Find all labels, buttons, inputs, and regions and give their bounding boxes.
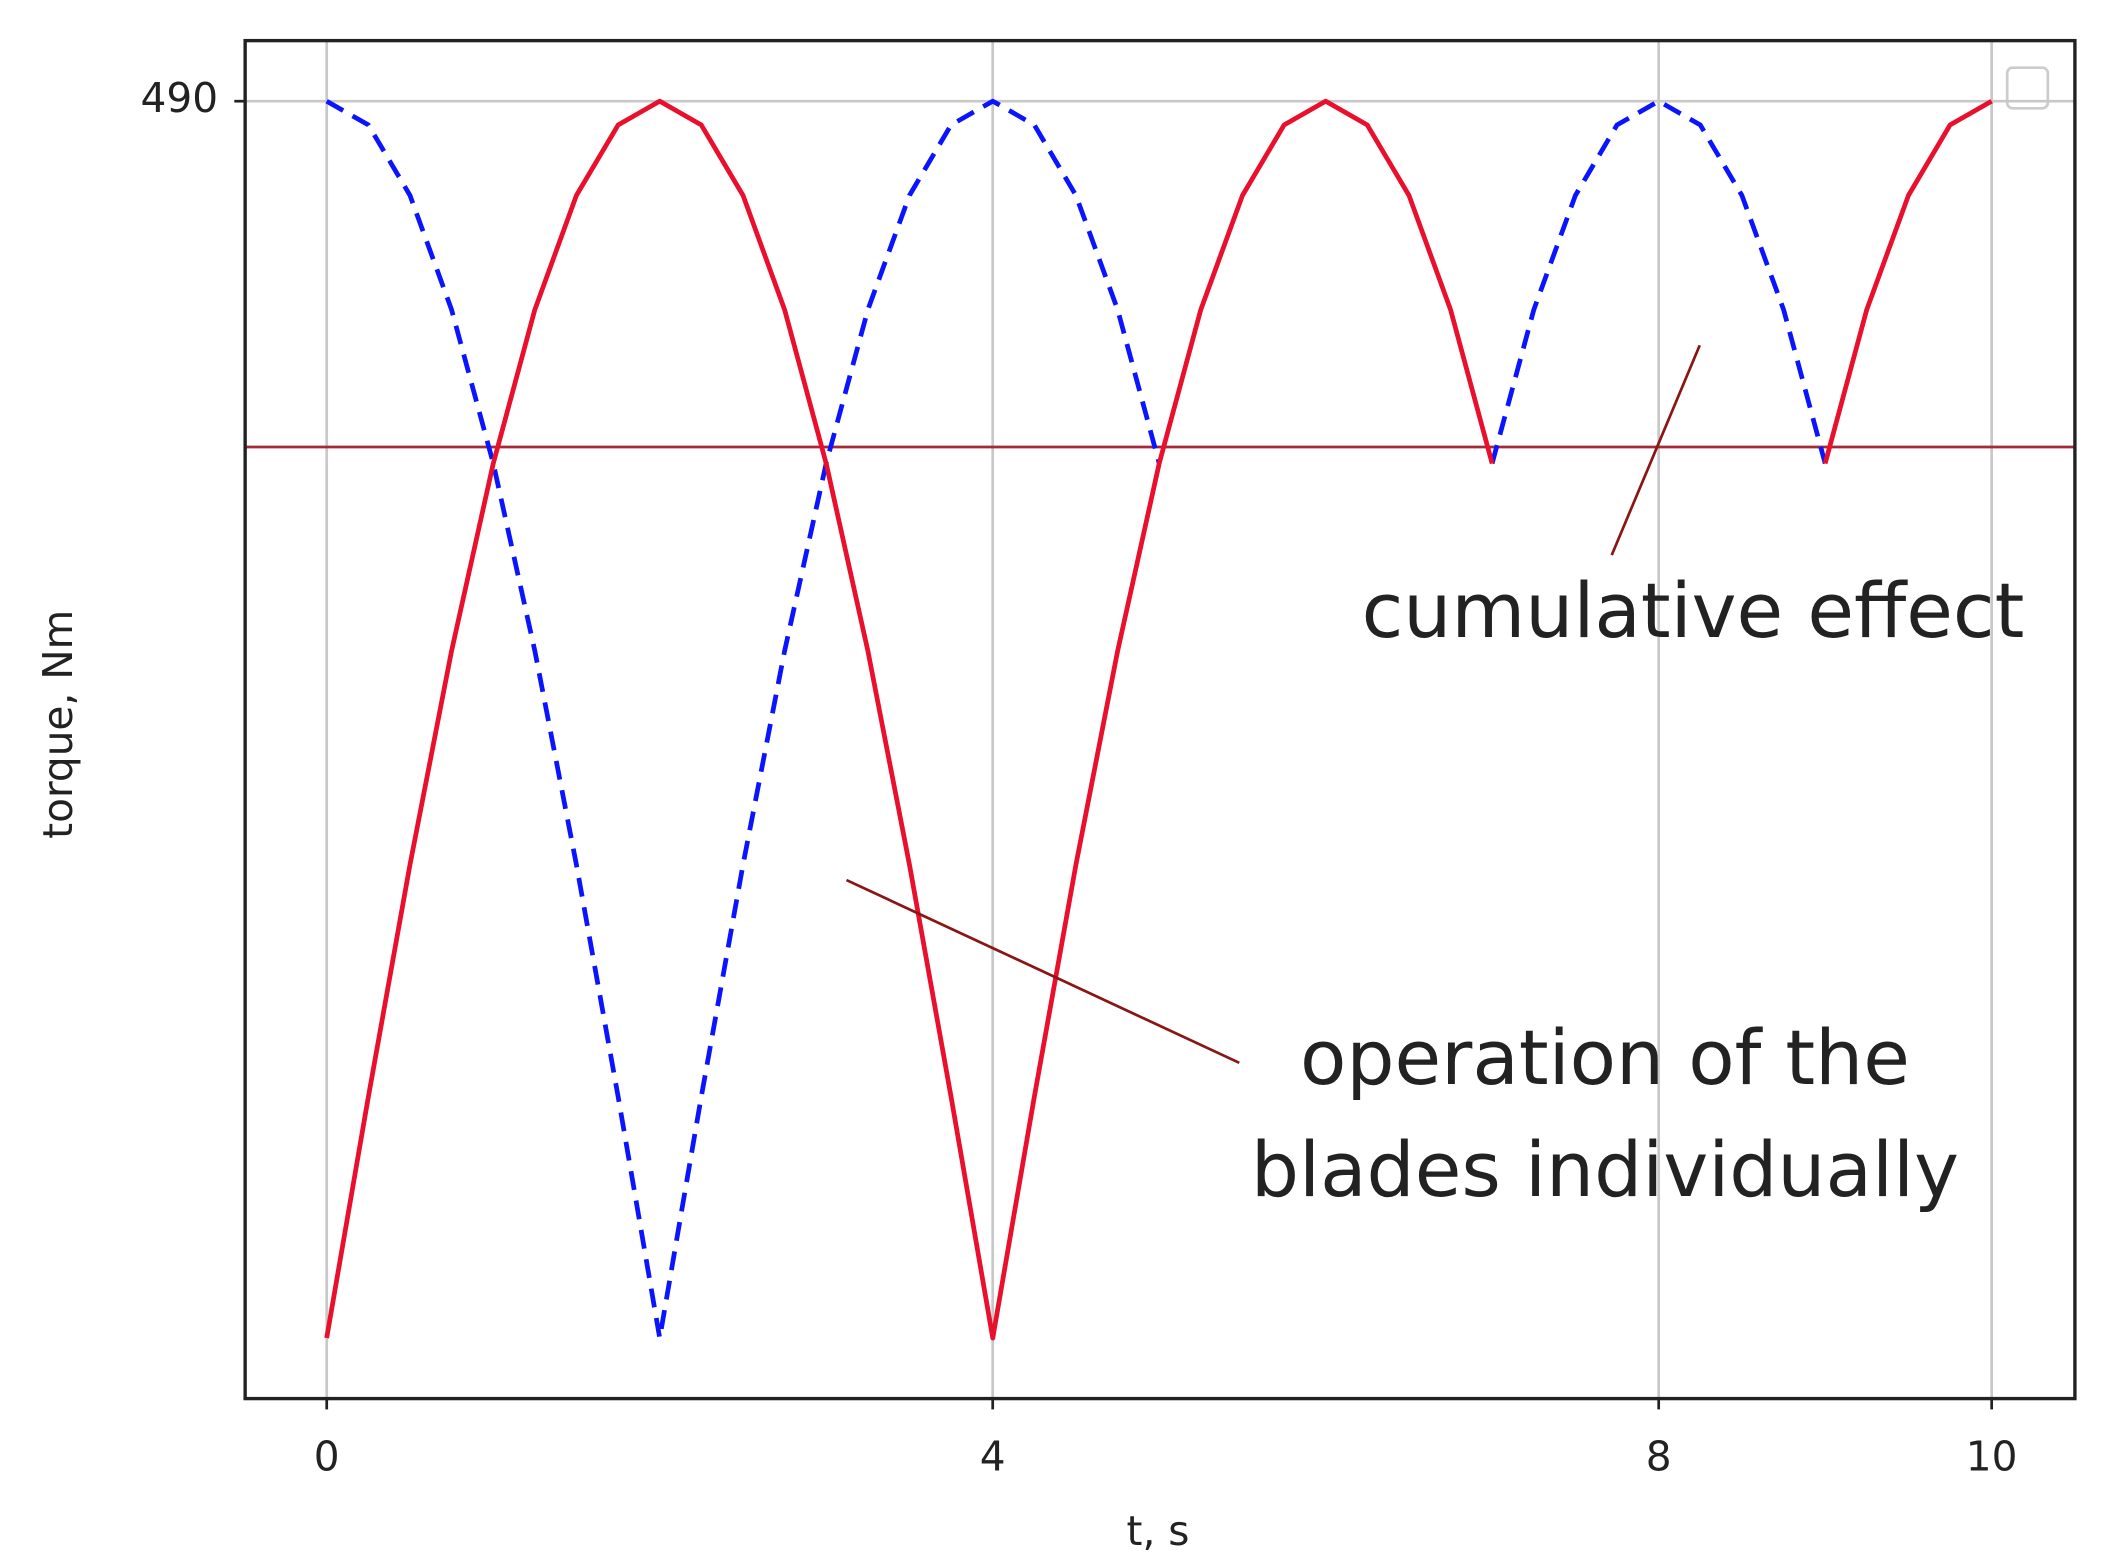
x-tick-label: 8 <box>1646 1433 1672 1481</box>
plot-frame <box>243 38 2077 1401</box>
x-tick-label: 4 <box>980 1433 1006 1481</box>
series-line <box>325 98 1828 1341</box>
annotation: cumulative effect <box>1362 567 2025 655</box>
y-tick-label: 490 <box>141 74 219 122</box>
annotation: operation of the <box>1300 1014 1910 1102</box>
x-tick-label: 10 <box>1966 1433 2018 1481</box>
x-axis-label: t, s <box>1127 1507 1190 1555</box>
legend-box <box>2005 66 2050 110</box>
annotation-pointer <box>845 878 1240 1065</box>
series-line <box>324 98 1993 1341</box>
y-axis-label: torque, Nm <box>34 610 82 839</box>
annotation-pointer <box>1610 344 1701 556</box>
annotation: blades individually <box>1251 1126 1959 1214</box>
x-tick-label: 0 <box>314 1433 340 1481</box>
